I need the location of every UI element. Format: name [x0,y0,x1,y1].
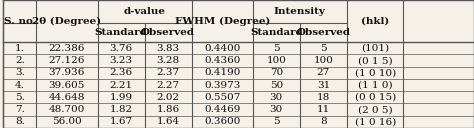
Text: Standard: Standard [95,28,147,37]
Text: (1 0 10): (1 0 10) [355,68,396,77]
Text: 100: 100 [313,56,333,65]
Text: 30: 30 [270,93,283,102]
Text: 1.: 1. [15,44,25,53]
Text: 2θ (Degree): 2θ (Degree) [32,17,101,26]
Text: 48.700: 48.700 [49,105,85,114]
Text: Observed: Observed [296,28,350,37]
Text: 0.4190: 0.4190 [204,68,240,77]
Text: (1 0 16): (1 0 16) [355,117,396,126]
Text: 1.64: 1.64 [156,117,180,126]
Text: Observed: Observed [141,28,195,37]
Text: 27: 27 [317,68,330,77]
Text: 11: 11 [317,105,330,114]
Text: 2.27: 2.27 [156,81,180,90]
Text: 8.: 8. [15,117,25,126]
Text: 0.3973: 0.3973 [204,81,240,90]
Text: 1.67: 1.67 [109,117,133,126]
Text: 27.126: 27.126 [49,56,85,65]
Text: 0.3600: 0.3600 [204,117,240,126]
Text: (0 0 15): (0 0 15) [355,93,396,102]
Text: 3.76: 3.76 [109,44,133,53]
Text: 0.4400: 0.4400 [204,44,240,53]
Text: 18: 18 [317,93,330,102]
Text: 100: 100 [266,56,286,65]
Text: (0 1 5): (0 1 5) [358,56,392,65]
Text: 0.4469: 0.4469 [204,105,240,114]
Text: 70: 70 [270,68,283,77]
Text: Intensity: Intensity [274,7,326,16]
Text: 1.86: 1.86 [156,105,180,114]
Text: 30: 30 [270,105,283,114]
Text: 37.936: 37.936 [49,68,85,77]
Text: FWHM (Degree): FWHM (Degree) [174,17,270,26]
Text: (2 0 5): (2 0 5) [358,105,392,114]
Text: 3.28: 3.28 [156,56,180,65]
Text: 3.83: 3.83 [156,44,180,53]
Text: (hkl): (hkl) [361,17,389,26]
Text: 5: 5 [320,44,327,53]
Text: Standard: Standard [250,28,303,37]
Text: 2.21: 2.21 [109,81,133,90]
Text: 44.648: 44.648 [49,93,85,102]
Text: 5.: 5. [15,93,25,102]
Text: S. no.: S. no. [4,17,36,26]
Text: 22.386: 22.386 [49,44,85,53]
Text: 1.99: 1.99 [109,93,133,102]
Text: 3.: 3. [15,68,25,77]
Text: d-value: d-value [124,7,165,16]
Text: 31: 31 [317,81,330,90]
Text: (101): (101) [361,44,389,53]
Text: 0.4360: 0.4360 [204,56,240,65]
Text: 5: 5 [273,117,280,126]
Text: 50: 50 [270,81,283,90]
Text: 7.: 7. [15,105,25,114]
Text: 2.36: 2.36 [109,68,133,77]
Text: 3.23: 3.23 [109,56,133,65]
Text: 2.: 2. [15,56,25,65]
Text: 1.82: 1.82 [109,105,133,114]
Text: 0.5507: 0.5507 [204,93,240,102]
Text: 56.00: 56.00 [52,117,82,126]
Text: 8: 8 [320,117,327,126]
Text: 2.37: 2.37 [156,68,180,77]
Text: (1 1 0): (1 1 0) [358,81,392,90]
Text: 5: 5 [273,44,280,53]
Text: 39.605: 39.605 [49,81,85,90]
Text: 4.: 4. [15,81,25,90]
Text: 2.02: 2.02 [156,93,180,102]
